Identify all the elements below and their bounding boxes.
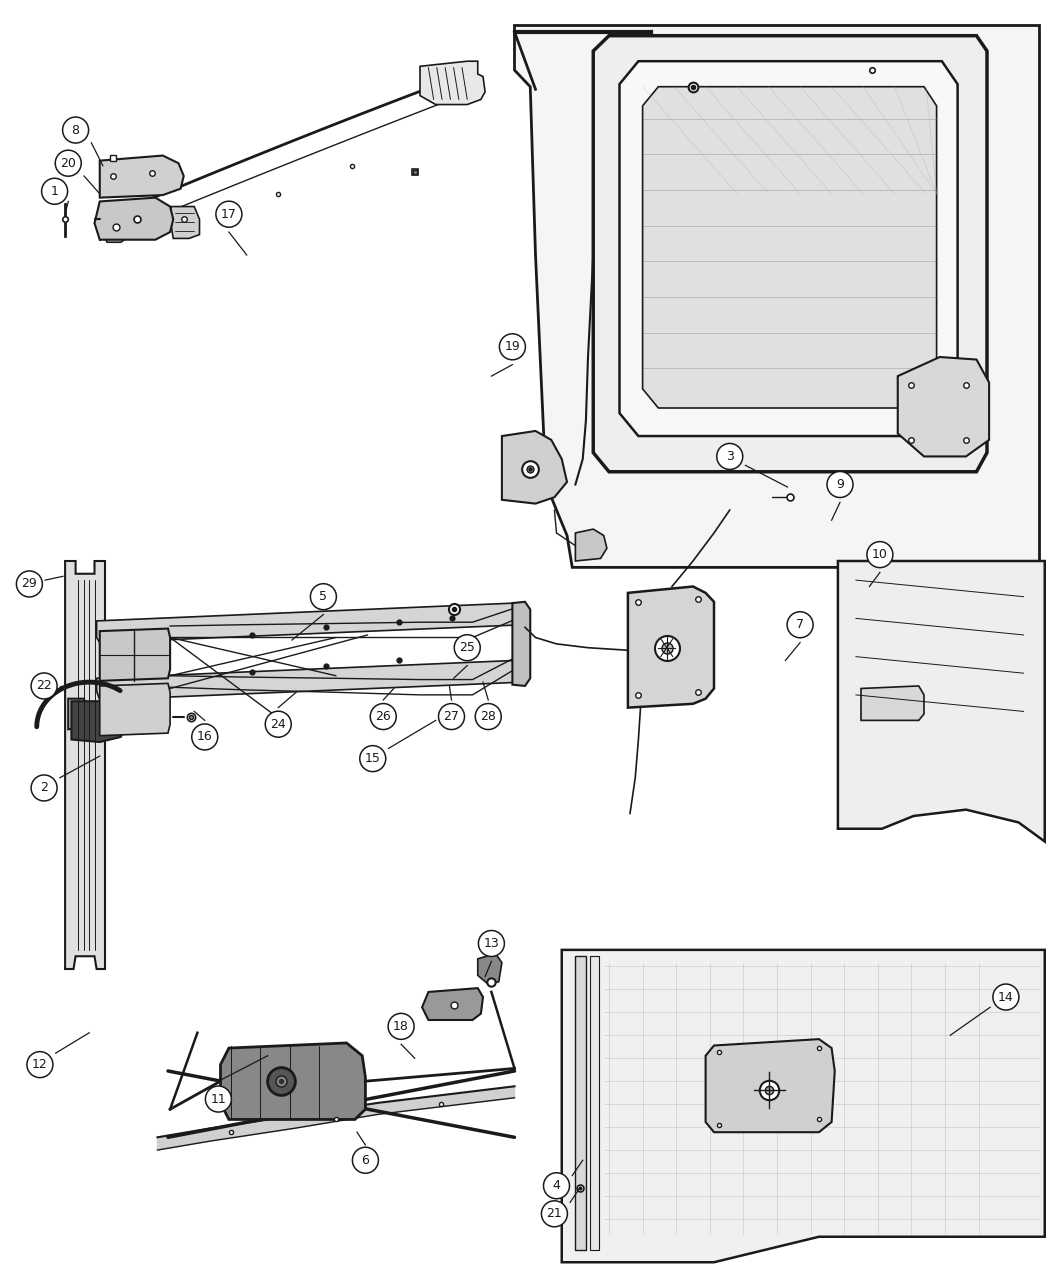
Polygon shape <box>562 950 1045 1262</box>
Circle shape <box>206 1086 231 1112</box>
Text: 27: 27 <box>443 710 460 723</box>
Circle shape <box>32 673 57 699</box>
Circle shape <box>266 711 291 737</box>
Circle shape <box>993 984 1018 1010</box>
Polygon shape <box>575 529 607 561</box>
Text: 22: 22 <box>36 680 52 692</box>
Circle shape <box>479 931 504 956</box>
Polygon shape <box>628 586 714 708</box>
Text: 12: 12 <box>32 1058 48 1071</box>
Text: 1: 1 <box>50 185 59 198</box>
Text: 17: 17 <box>220 208 237 221</box>
Circle shape <box>360 746 385 771</box>
Circle shape <box>717 444 742 469</box>
Circle shape <box>192 724 217 750</box>
Text: 15: 15 <box>364 752 381 765</box>
Polygon shape <box>71 701 126 742</box>
Polygon shape <box>158 1086 514 1150</box>
Circle shape <box>388 1014 414 1039</box>
Polygon shape <box>97 603 523 643</box>
Polygon shape <box>478 954 502 984</box>
Polygon shape <box>620 61 958 436</box>
Text: 13: 13 <box>483 937 500 950</box>
Text: 4: 4 <box>552 1179 561 1192</box>
Polygon shape <box>103 214 128 242</box>
Polygon shape <box>575 956 586 1250</box>
Text: 24: 24 <box>271 718 286 731</box>
Text: 28: 28 <box>480 710 497 723</box>
Circle shape <box>867 542 892 567</box>
Text: 2: 2 <box>40 782 48 794</box>
Text: 26: 26 <box>376 710 391 723</box>
Text: 10: 10 <box>872 548 888 561</box>
Polygon shape <box>68 699 89 729</box>
Polygon shape <box>65 561 105 969</box>
Circle shape <box>439 704 464 729</box>
Polygon shape <box>100 629 170 681</box>
Text: 8: 8 <box>71 124 80 136</box>
Circle shape <box>353 1148 378 1173</box>
Text: 21: 21 <box>546 1207 563 1220</box>
Circle shape <box>455 635 480 660</box>
Text: 6: 6 <box>361 1154 370 1167</box>
Polygon shape <box>100 156 184 198</box>
Polygon shape <box>590 956 598 1250</box>
Circle shape <box>544 1173 569 1198</box>
Polygon shape <box>643 87 937 408</box>
Text: 29: 29 <box>21 578 38 590</box>
Polygon shape <box>420 61 485 105</box>
Polygon shape <box>100 683 170 736</box>
Text: 7: 7 <box>796 618 804 631</box>
Polygon shape <box>171 207 200 238</box>
Text: 18: 18 <box>393 1020 410 1033</box>
Polygon shape <box>220 1043 365 1119</box>
Polygon shape <box>861 686 924 720</box>
Text: 25: 25 <box>459 641 476 654</box>
Circle shape <box>17 571 42 597</box>
Text: 3: 3 <box>726 450 734 463</box>
Circle shape <box>311 584 336 609</box>
Circle shape <box>56 150 81 176</box>
Polygon shape <box>898 357 989 456</box>
Polygon shape <box>512 602 530 686</box>
Circle shape <box>827 472 853 497</box>
Text: 9: 9 <box>836 478 844 491</box>
Circle shape <box>476 704 501 729</box>
Circle shape <box>27 1052 52 1077</box>
Polygon shape <box>94 198 173 240</box>
Polygon shape <box>838 561 1045 842</box>
Circle shape <box>542 1201 567 1227</box>
Circle shape <box>788 612 813 638</box>
Polygon shape <box>593 36 987 472</box>
Text: 5: 5 <box>319 590 328 603</box>
Polygon shape <box>706 1039 835 1132</box>
Circle shape <box>42 179 67 204</box>
Circle shape <box>32 775 57 801</box>
Text: 19: 19 <box>504 340 521 353</box>
Polygon shape <box>502 431 567 504</box>
Polygon shape <box>514 26 1040 567</box>
Circle shape <box>63 117 88 143</box>
Text: 16: 16 <box>197 731 212 743</box>
Text: 20: 20 <box>60 157 77 170</box>
Circle shape <box>216 201 242 227</box>
Circle shape <box>371 704 396 729</box>
Circle shape <box>500 334 525 360</box>
Text: 11: 11 <box>210 1093 226 1105</box>
Text: 14: 14 <box>998 991 1014 1003</box>
Polygon shape <box>422 988 483 1020</box>
Polygon shape <box>97 660 523 700</box>
